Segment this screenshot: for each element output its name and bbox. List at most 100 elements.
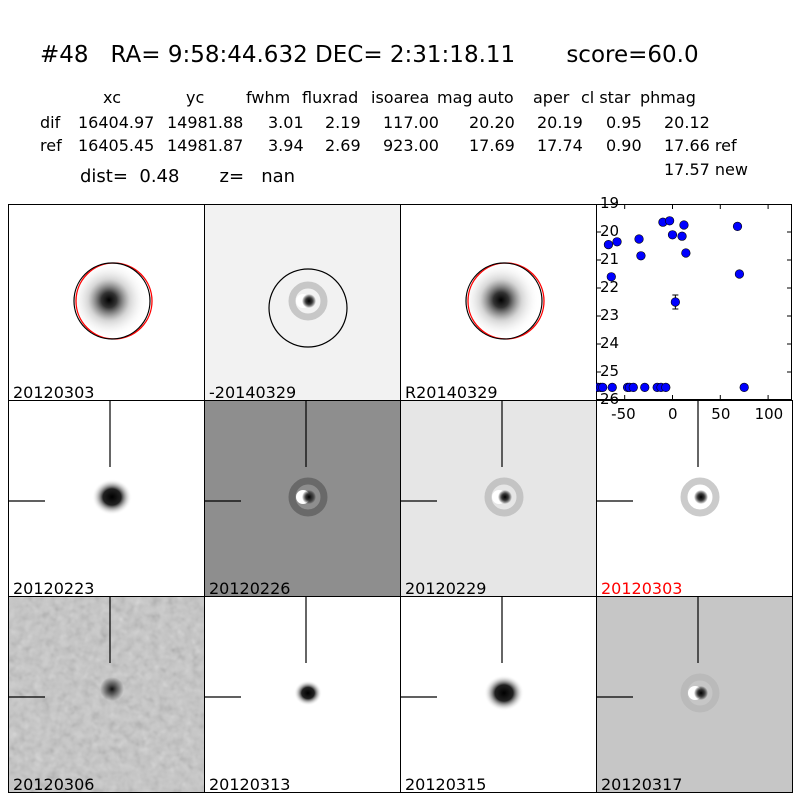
cutout-panel: 20120303	[8, 204, 205, 401]
aperture-circle	[465, 262, 543, 340]
x-tick-label: 100	[754, 405, 784, 423]
table-cell: 0.95	[606, 113, 642, 132]
column-header: fluxrad	[302, 88, 359, 107]
cutout-panel: 20120317	[596, 596, 793, 793]
data-point	[607, 382, 617, 392]
plot-frame	[596, 204, 792, 400]
aperture-circle	[73, 262, 151, 340]
data-point	[640, 382, 650, 392]
cutout-image	[401, 401, 596, 596]
table-cell: 0.90	[606, 136, 642, 155]
column-header: yc	[186, 88, 205, 107]
y-tick-label: 26	[600, 390, 620, 408]
new-mag-note: 17.57 new	[664, 160, 748, 179]
source-core	[694, 490, 708, 504]
column-header: xc	[103, 88, 121, 107]
residual-halo	[484, 477, 524, 517]
data-point	[661, 382, 671, 392]
table-cell: 16405.45	[78, 136, 155, 155]
data-point	[681, 248, 691, 258]
panel-date-label: 20120223	[13, 579, 95, 597]
cutout-panel: 20120306	[8, 596, 205, 793]
aperture-circle	[268, 268, 348, 348]
x-tick-label: 0	[667, 405, 678, 423]
table-cell: 17.74	[537, 136, 583, 155]
table-cell: 3.94	[268, 136, 304, 155]
table-cell: 20.20	[469, 113, 515, 132]
data-point	[598, 382, 608, 392]
data-point	[665, 216, 675, 226]
cutout-image	[205, 597, 400, 792]
cutout-panel: 20120223	[8, 400, 205, 597]
data-point	[677, 231, 687, 241]
table-cell: 923.00	[383, 136, 439, 155]
table-cell: 2.69	[325, 136, 361, 155]
cutout-image	[597, 401, 792, 596]
cutout-panel: 20120313	[204, 596, 401, 793]
residual-halo	[288, 477, 328, 517]
source-blob	[463, 262, 539, 338]
data-point	[603, 239, 614, 250]
panel-date-label: 20120303	[13, 383, 95, 401]
y-tick-label: 21	[600, 250, 620, 268]
column-header: isoarea	[371, 88, 430, 107]
table-cell: 16404.97	[78, 113, 155, 132]
y-tick-label: 24	[600, 334, 620, 352]
data-point	[670, 297, 680, 307]
cutout-image	[9, 205, 204, 400]
cutout-image	[205, 401, 400, 596]
table-cell: 117.00	[383, 113, 439, 132]
column-header: cl star	[581, 88, 631, 107]
cutout-image	[597, 597, 792, 792]
panel-date-label: R20140329	[405, 383, 498, 401]
table-cell: 17.69	[469, 136, 515, 155]
cutout-panel: -20140329	[204, 204, 401, 401]
data-point	[634, 234, 644, 244]
cutout-image	[401, 205, 596, 400]
row-label: dif	[40, 113, 61, 132]
table-cell: 2.19	[325, 113, 361, 132]
source-core	[694, 686, 708, 700]
cutout-panel: R20140329	[400, 204, 597, 401]
source-core	[498, 490, 512, 504]
panel-date-label: 20120229	[405, 579, 487, 597]
cutout-panel: 20120315	[400, 596, 597, 793]
table-cell: 3.01	[268, 113, 304, 132]
residual-halo	[680, 673, 720, 713]
panel-date-label: 20120306	[13, 775, 95, 793]
column-header: fwhm	[246, 88, 291, 107]
y-tick-label: 22	[600, 278, 620, 296]
data-point	[628, 382, 638, 392]
data-point	[739, 382, 749, 392]
data-point	[636, 251, 646, 261]
cutout-panel: 20120229	[400, 400, 597, 597]
source-blob	[92, 479, 132, 515]
panel-date-label: 20120226	[209, 579, 291, 597]
table-cell: 20.12	[664, 113, 710, 132]
y-tick-label: 25	[600, 362, 620, 380]
table-cell: 14981.88	[167, 113, 244, 132]
panel-date-label: -20140329	[209, 383, 297, 401]
source-blob	[294, 680, 322, 706]
y-tick-label: 19	[600, 194, 620, 212]
data-point	[732, 221, 743, 231]
lightcurve-svg	[593, 203, 792, 401]
x-tick-label: -50	[611, 405, 636, 423]
cutout-panel: 20120226	[204, 400, 401, 597]
cutout-image	[9, 597, 204, 792]
source-blob	[71, 262, 147, 338]
data-point	[612, 237, 622, 247]
panel-date-label: 20120315	[405, 775, 487, 793]
panel-date-label: 20120313	[209, 775, 291, 793]
source-core	[302, 490, 316, 504]
column-header: mag auto	[437, 88, 514, 107]
cutout-image	[9, 401, 204, 596]
column-header: aper	[533, 88, 570, 107]
panel-date-label: 20120303	[601, 579, 683, 597]
panel-date-label: 20120317	[601, 775, 683, 793]
x-tick-label: 50	[711, 405, 731, 423]
column-header: phmag	[640, 88, 696, 107]
y-tick-label: 20	[600, 222, 620, 240]
table-cell: 17.66 ref	[664, 136, 737, 155]
page-title: #48 RA= 9:58:44.632 DEC= 2:31:18.11 scor…	[40, 42, 699, 68]
